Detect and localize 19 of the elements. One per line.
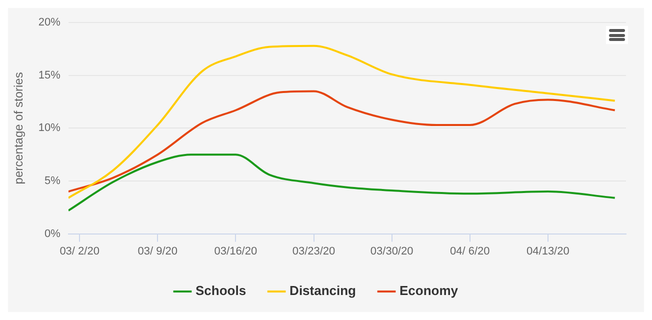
line-series xyxy=(68,90,616,193)
x-tick-label: 03/ 2/20 xyxy=(60,245,100,258)
y-tick-label: 15% xyxy=(38,69,61,82)
x-tick-label: 03/23/20 xyxy=(292,245,336,258)
line-series xyxy=(68,154,616,212)
y-tick-label: 10% xyxy=(38,122,61,134)
x-tick-label: 04/13/20 xyxy=(526,245,570,258)
y-tick-label: 0% xyxy=(44,228,61,240)
legend-label: Distancing xyxy=(290,283,356,298)
y-tick-label: 20% xyxy=(38,16,61,29)
x-tick-label: 04/ 6/20 xyxy=(450,245,490,258)
legend-label: Economy xyxy=(400,283,459,298)
x-tick-label: 03/16/20 xyxy=(214,245,258,258)
x-tick-label: 03/30/20 xyxy=(370,245,414,258)
x-tick-label: 03/ 9/20 xyxy=(138,245,178,258)
legend-label: Schools xyxy=(195,283,246,298)
y-axis-title: percentage of stories xyxy=(12,72,26,184)
line-series xyxy=(68,44,616,199)
y-tick-label: 5% xyxy=(44,175,61,188)
